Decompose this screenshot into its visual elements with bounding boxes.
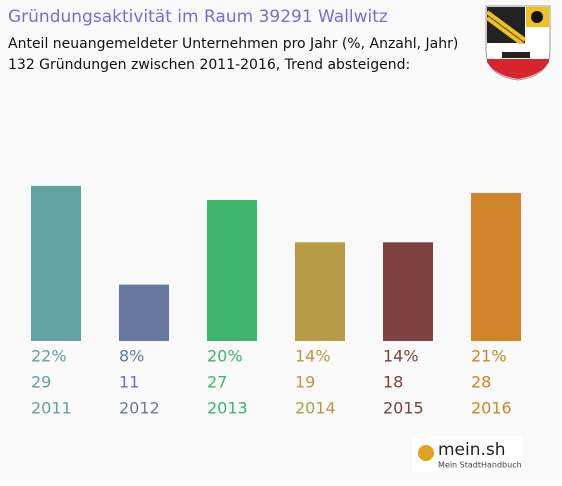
x-tick-label: 2014 xyxy=(295,399,336,418)
count-label: 18 xyxy=(383,373,403,392)
x-tick-label: 2012 xyxy=(119,399,160,418)
bar xyxy=(471,192,521,341)
chart-title: Gründungsaktivität im Raum 39291 Wallwit… xyxy=(8,7,388,27)
count-label: 19 xyxy=(295,373,315,392)
value-label: 14% xyxy=(295,347,331,366)
subtitle: Anteil neuangemeldeter Unternehmen pro J… xyxy=(8,36,458,52)
x-tick-label: 2015 xyxy=(383,399,424,418)
value-label: 21% xyxy=(471,347,507,366)
logo: mein.sh Mein StadtHandbuch xyxy=(412,436,522,472)
value-label: 14% xyxy=(383,347,419,366)
value-label: 22% xyxy=(31,347,67,366)
value-label: 20% xyxy=(207,347,243,366)
subtitle: 132 Gründungen zwischen 2011-2016, Trend… xyxy=(8,57,410,73)
bar xyxy=(119,284,169,341)
bar xyxy=(207,200,257,341)
bar xyxy=(383,242,433,341)
logo-icon xyxy=(418,445,434,461)
coat-of-arms xyxy=(485,5,551,81)
logo-name: mein.sh xyxy=(438,440,506,460)
x-tick-label: 2013 xyxy=(207,399,248,418)
count-label: 28 xyxy=(471,373,491,392)
bar xyxy=(31,185,81,341)
x-tick-label: 2016 xyxy=(471,399,512,418)
x-tick-label: 2011 xyxy=(31,399,72,418)
logo-tagline: Mein StadtHandbuch xyxy=(438,461,522,470)
count-label: 11 xyxy=(119,373,139,392)
value-label: 8% xyxy=(119,347,144,366)
count-label: 29 xyxy=(31,373,51,392)
bar xyxy=(295,242,345,341)
count-label: 27 xyxy=(207,373,227,392)
